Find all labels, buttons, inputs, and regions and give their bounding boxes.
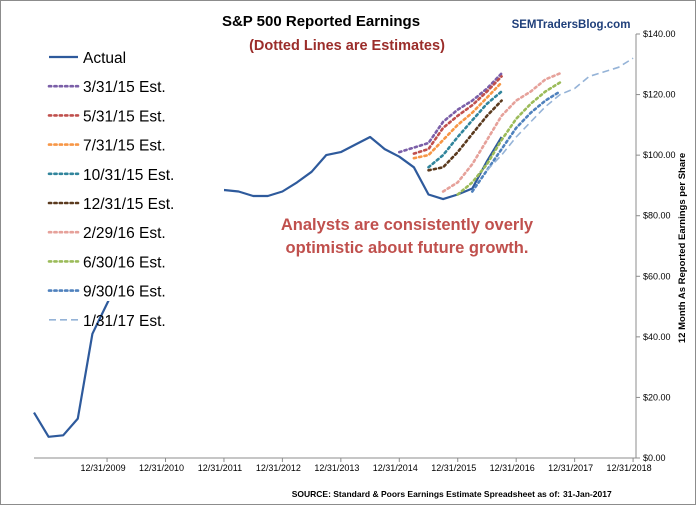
x-tick-label: 12/31/2014 — [373, 463, 418, 473]
chart-subtitle: (Dotted Lines are Estimates) — [249, 38, 445, 54]
legend: Actual 3/31/15 Est. 5/31/15 Est. 7/31/15 Es… — [34, 39, 224, 330]
annotation-bg — [263, 207, 553, 261]
legend-label: 6/30/16 Est. — [83, 254, 166, 271]
legend-label: 12/31/15 Est. — [83, 196, 174, 213]
x-tick-label: 12/31/2011 — [198, 463, 242, 473]
y-axis-label: 12 Month As Reported Earnings per Share — [677, 153, 688, 343]
series-line-5-31-15-est — [412, 75, 503, 155]
series-line-10-31-15-est — [427, 90, 503, 169]
legend-label: Actual — [83, 50, 126, 67]
series-line-1-31-17-est — [486, 57, 634, 171]
x-tick-label: 12/31/2009 — [81, 463, 126, 473]
y-tick-label: $100.00 — [643, 150, 676, 160]
series-line-2-29-16-est — [441, 72, 562, 193]
source-date: 31-Jan-2017 — [563, 489, 612, 499]
y-tick-label: $0.00 — [643, 453, 666, 463]
annotation-line-1: Analysts are consistently overly — [281, 216, 534, 234]
x-tick-label: 12/31/2017 — [548, 463, 593, 473]
series-line-6-30-16-est — [456, 81, 562, 196]
watermark: SEMTradersBlog.com — [512, 19, 631, 31]
axes: $0.00 $20.00 $40.00 $60.00 $80.00 $100.00 $120… — [34, 29, 676, 473]
legend-label: 5/31/15 Est. — [83, 108, 166, 125]
legend-label: 3/31/15 Est. — [83, 79, 166, 96]
legend-label: 7/31/15 Est. — [83, 138, 166, 155]
legend-label: 1/31/17 Est. — [83, 313, 166, 330]
series-line-7-31-15-est — [412, 81, 503, 160]
source-label: SOURCE: Standard & Poors Earnings Estima… — [292, 489, 560, 499]
y-tick-label: $60.00 — [643, 271, 671, 281]
x-tick-label: 12/31/2018 — [607, 463, 652, 473]
x-tick-label: 12/31/2015 — [431, 463, 476, 473]
y-tick-label: $80.00 — [643, 211, 671, 221]
x-tick-label: 12/31/2012 — [256, 463, 301, 473]
x-tick-label: 12/31/2016 — [490, 463, 535, 473]
x-tick-label: 12/31/2010 — [139, 463, 184, 473]
legend-background — [34, 39, 224, 301]
legend-label: 2/29/16 Est. — [83, 225, 166, 242]
annotation-line-2: optimistic about future growth. — [286, 239, 529, 257]
y-tick-label: $140.00 — [643, 29, 676, 39]
legend-label: 9/30/16 Est. — [83, 284, 166, 301]
series-line-3-31-15-est — [397, 72, 503, 154]
y-tick-label: $20.00 — [643, 392, 671, 402]
legend-label: 10/31/15 Est. — [83, 167, 174, 184]
chart-title: S&P 500 Reported Earnings — [222, 13, 420, 30]
x-tick-label: 12/31/2013 — [314, 463, 359, 473]
series-line-12-31-15-est — [427, 99, 503, 172]
y-tick-label: $40.00 — [643, 332, 671, 342]
y-tick-label: $120.00 — [643, 90, 676, 100]
